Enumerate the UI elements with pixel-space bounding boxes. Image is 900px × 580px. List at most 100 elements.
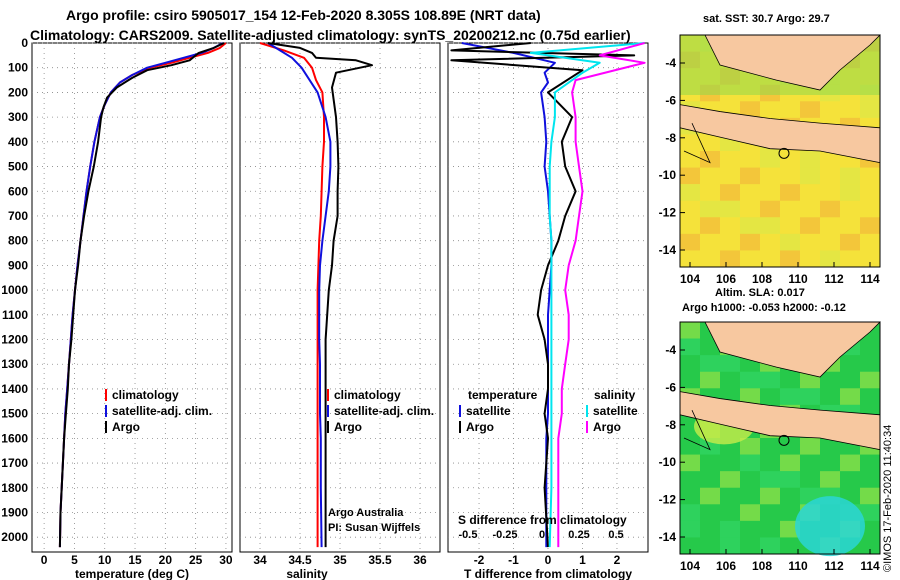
lat-tick-label: -6 <box>665 380 676 394</box>
lon-tick-label: 104 <box>680 559 700 573</box>
xtick-label: 30 <box>219 553 233 567</box>
lon-tick-label: 114 <box>860 559 880 573</box>
xaxis-label-difference: T difference from climatology <box>464 567 632 580</box>
xtick-label: 35 <box>333 553 347 567</box>
sst-map-title: sat. SST: 30.7 Argo: 29.7 <box>703 13 830 25</box>
xtick-label: 36 <box>413 553 427 567</box>
legend-label-salinity-0: climatology <box>334 388 401 402</box>
ytick-label: 600 <box>8 184 28 198</box>
top-xtick-label: -0.25 <box>492 529 517 541</box>
ytick-label: 1500 <box>1 407 28 421</box>
panel-frame-temperature <box>31 42 233 553</box>
xaxis-label-salinity: salinity <box>286 567 328 580</box>
top-xtick-label: 0.25 <box>568 529 589 541</box>
ytick-label: 1200 <box>1 333 28 347</box>
ytick-label: 1400 <box>1 382 28 396</box>
map-land-borneo-sst <box>704 34 881 91</box>
series-difference-T-argo <box>450 42 636 548</box>
top-xtick-label: -0.5 <box>459 529 478 541</box>
title-line2: Climatology: CARS2009. Satellite-adjuste… <box>30 27 631 43</box>
ytick-label: 1800 <box>1 481 28 495</box>
lat-tick-label: -8 <box>665 418 676 432</box>
salinity-annotation-1: PI: Susan Wijffels <box>328 522 420 534</box>
series-difference-S-satellite <box>529 42 645 548</box>
top-xtick-label: 0.5 <box>608 529 623 541</box>
sla-map-subtitle: Argo h1000: -0.053 h2000: -0.12 <box>682 302 846 314</box>
lon-tick-label: 112 <box>824 272 844 286</box>
legend-label-s-1: Argo <box>593 420 621 434</box>
lon-tick-label: 114 <box>860 272 880 286</box>
xtick-label: 34.5 <box>288 553 312 567</box>
sla-map-title: Altim. SLA: 0.017 <box>715 287 805 299</box>
map-frame-sla <box>679 321 881 555</box>
legend-label-temperature-2: Argo <box>112 420 140 434</box>
lat-tick-label: -14 <box>659 243 677 257</box>
lat-tick-label: -10 <box>659 455 677 469</box>
lon-tick-label: 108 <box>752 559 772 573</box>
legend-head-salinity: salinity <box>594 388 636 402</box>
lon-tick-label: 110 <box>788 559 808 573</box>
series-salinity-climatology <box>259 42 325 548</box>
series-salinity-argo <box>267 42 373 548</box>
xaxis-label-temperature: temperature (deg C) <box>75 567 189 580</box>
top-xtick-label: 0 <box>539 529 545 541</box>
map-land-borneo-sla <box>704 321 881 378</box>
legend-label-s-0: satellite <box>593 404 638 418</box>
lat-tick-label: -8 <box>665 131 676 145</box>
xtick-label: -1 <box>508 553 519 567</box>
ytick-label: 800 <box>8 234 28 248</box>
xtick-label: 5 <box>71 553 78 567</box>
ytick-label: 0 <box>21 36 28 50</box>
lat-tick-label: -12 <box>659 493 677 507</box>
lon-tick-label: 106 <box>716 272 736 286</box>
lon-tick-label: 112 <box>824 559 844 573</box>
xtick-label: 25 <box>189 553 203 567</box>
ytick-label: 1000 <box>1 283 28 297</box>
xtick-label: 0 <box>545 553 552 567</box>
ytick-label: 1100 <box>2 308 28 322</box>
ytick-label: 500 <box>8 160 28 174</box>
salinity-annotation-0: Argo Australia <box>328 507 404 519</box>
lat-tick-label: -4 <box>665 343 676 357</box>
ytick-label: 900 <box>8 258 28 272</box>
xtick-label: 15 <box>128 553 142 567</box>
legend-label-t-0: satellite <box>466 404 511 418</box>
xtick-label: 1 <box>579 553 586 567</box>
ytick-label: 2000 <box>1 530 28 544</box>
legend-head-temperature: temperature <box>468 388 538 402</box>
argo-position-marker-sla <box>778 434 790 446</box>
xtick-label: 2 <box>614 553 621 567</box>
ytick-label: 200 <box>8 85 28 99</box>
ytick-label: 100 <box>8 61 28 75</box>
lat-tick-label: -6 <box>665 93 676 107</box>
legend-label-t-1: Argo <box>466 420 494 434</box>
difference-s-title: S difference from climatology <box>458 513 627 527</box>
ytick-label: 1900 <box>1 505 28 519</box>
title-line1: Argo profile: csiro 5905017_154 12-Feb-2… <box>66 7 541 23</box>
xtick-label: 34 <box>253 553 267 567</box>
argo-position-marker-sst <box>778 147 790 159</box>
lat-tick-label: -12 <box>659 206 677 220</box>
lat-tick-label: -10 <box>659 168 677 182</box>
legend-label-temperature-0: climatology <box>112 388 179 402</box>
series-salinity-satellite <box>267 42 332 548</box>
ytick-label: 700 <box>8 209 28 223</box>
legend-label-salinity-2: Argo <box>334 420 362 434</box>
xtick-label: -2 <box>474 553 485 567</box>
lon-tick-label: 110 <box>788 272 808 286</box>
ytick-label: 1600 <box>1 431 28 445</box>
legend-label-temperature-1: satellite-adj. clim. <box>112 404 212 418</box>
xtick-label: 0 <box>41 553 48 567</box>
series-temperature-argo <box>58 42 225 548</box>
xtick-label: 20 <box>159 553 173 567</box>
panel-frame-salinity <box>239 42 441 553</box>
lon-tick-label: 108 <box>752 272 772 286</box>
xtick-label: 10 <box>98 553 112 567</box>
lon-tick-label: 106 <box>716 559 736 573</box>
ytick-label: 400 <box>8 135 28 149</box>
legend-label-salinity-1: satellite-adj. clim. <box>334 404 434 418</box>
ytick-label: 1300 <box>1 357 28 371</box>
lon-tick-label: 104 <box>680 272 700 286</box>
map-sst <box>679 34 881 268</box>
